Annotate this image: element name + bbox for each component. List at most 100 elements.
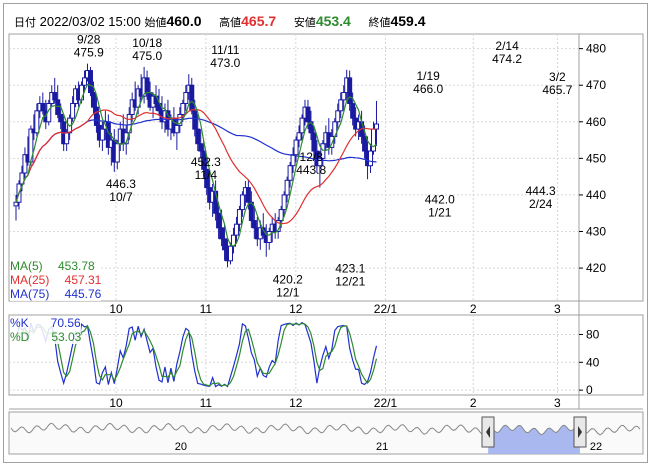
candle-down [219, 227, 225, 240]
candle-up [293, 139, 299, 156]
navigator-selection-area [488, 425, 580, 454]
candle-up [299, 117, 305, 134]
candle-up [19, 172, 25, 185]
ma-legend: MA(5) 453.78 MA(25) 457.31 MA(75) 445.76 [10, 259, 102, 301]
annotation-value: 446.3 [106, 177, 136, 191]
low-value: 453.4 [315, 13, 351, 29]
candle-down [245, 187, 251, 203]
candle-up [320, 143, 326, 159]
candle-up [335, 110, 341, 123]
legend-k: %K 70.56 [10, 316, 81, 330]
candle-down [308, 121, 314, 134]
candle-down [311, 132, 317, 152]
chart-frame: 420 430 440 450 460 470 480 0 40 80 10 10 11 11 12 12 22… [3, 3, 648, 463]
candle-up [239, 194, 245, 211]
stoch-tick-label: 0 [586, 383, 593, 397]
annotation-value: 423.1 [335, 262, 365, 276]
candle-down [222, 238, 228, 251]
close-label: 終値 [368, 17, 391, 29]
annotation-value: 466.0 [413, 82, 443, 96]
open-label: 始値 [144, 17, 167, 29]
high-value: 465.7 [241, 13, 277, 29]
price-tick-label: 480 [586, 42, 606, 56]
candle-up [329, 135, 335, 148]
candle-up [99, 128, 105, 141]
navigator-history-line [10, 422, 641, 436]
candle-up [46, 102, 52, 123]
annotation-date: 1/19 [416, 69, 440, 83]
chevron-left-icon[interactable] [486, 426, 490, 438]
candle-up [373, 123, 379, 130]
candle-up [341, 92, 347, 101]
candle-up [287, 165, 293, 181]
candle-down [189, 84, 195, 112]
candle-down [195, 128, 201, 145]
candle-down [350, 102, 356, 119]
high-label: 高値 [219, 17, 242, 29]
legend-ma75: MA(75) 445.76 [10, 287, 102, 301]
candle-up [123, 132, 129, 145]
datetime-value: 2022/03/02 15:00 [39, 14, 141, 29]
candle-up [371, 128, 376, 152]
candle-down [305, 106, 311, 123]
month-label-main: 12 [289, 302, 303, 316]
candle-down [93, 106, 99, 126]
candle-up [64, 132, 70, 145]
legend-ma5: MA(5) 453.78 [10, 259, 95, 273]
candle-up [266, 231, 272, 243]
annotation-value: 475.9 [74, 46, 104, 60]
ma5-line [15, 83, 377, 247]
candle-up [233, 223, 239, 236]
price-tick-label: 420 [586, 261, 606, 275]
annotation-date: 11/11 [211, 43, 240, 57]
annotation-value: 474.2 [492, 52, 522, 66]
candle-down [347, 77, 353, 104]
candle-down [192, 110, 198, 130]
open-value: 460.0 [166, 13, 202, 29]
annotation-value: 443.8 [296, 163, 326, 177]
month-label-main: 22/1 [374, 302, 398, 316]
candle-up [183, 92, 189, 104]
annotation-value: 420.2 [273, 272, 303, 286]
month-label-bottom: 12 [289, 396, 303, 410]
annotation-date: 3/2 [549, 70, 566, 84]
month-label-bottom: 11 [200, 396, 213, 410]
candle-down [248, 201, 254, 222]
candle-down [260, 227, 266, 236]
candle-up [290, 154, 296, 167]
low-label: 安値 [293, 17, 316, 29]
month-label-bottom: 3 [554, 396, 561, 410]
navigator-label: 20 [175, 441, 187, 453]
legend-d: %D 53.03 [10, 330, 82, 344]
price-tick-label: 470 [586, 78, 606, 92]
candle-down [87, 70, 93, 94]
month-label-main: 3 [554, 302, 561, 316]
candle-up [70, 102, 76, 119]
stock-chart: 4204304404504604704800408010101111121222… [8, 33, 644, 455]
candle-up [236, 209, 242, 225]
annotation-date: 12/21 [335, 275, 365, 289]
candle-up [114, 143, 120, 163]
candle-down [362, 135, 368, 152]
annotation-value: 442.0 [425, 193, 455, 207]
stoch-legend: %K 70.56 %D 53.03 [10, 316, 82, 344]
candle-down [251, 220, 257, 229]
price-tick-label: 460 [586, 115, 606, 129]
annotation-date: 10/18 [132, 36, 162, 50]
chevron-right-icon[interactable] [578, 426, 582, 438]
month-label-bottom: 2 [470, 396, 477, 410]
candle-up [368, 150, 374, 167]
annotation-value: 444.3 [526, 184, 556, 198]
candle-up [22, 154, 28, 174]
candle-down [144, 77, 150, 94]
annotation-date: 9/28 [77, 33, 101, 47]
candle-up [34, 110, 40, 134]
candle-up [82, 77, 88, 86]
annotation-date: 12/1 [276, 285, 300, 299]
month-label-main: 10 [109, 302, 123, 316]
annotation-value: 465.7 [542, 83, 572, 97]
annotation-date: 12/8 [300, 150, 324, 164]
candle-down [58, 113, 64, 123]
annotation-value: 452.3 [191, 155, 221, 169]
annotation-date: 2/14 [495, 39, 519, 53]
